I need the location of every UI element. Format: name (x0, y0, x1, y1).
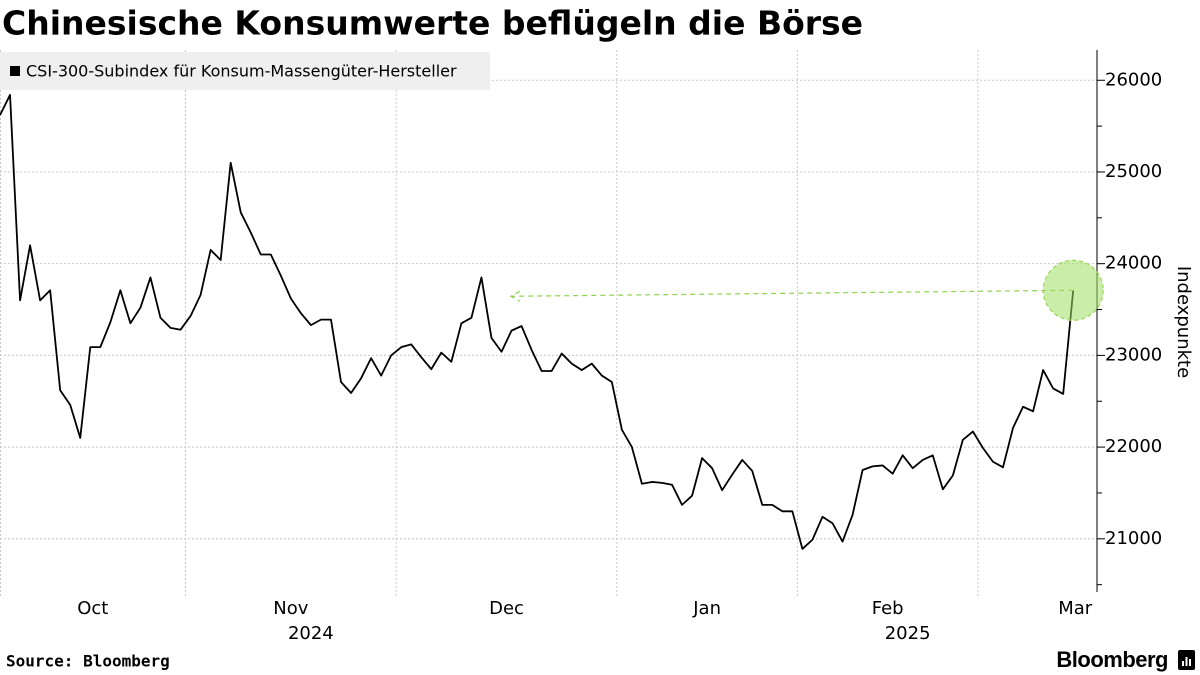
x-tick-label: Oct (77, 598, 108, 619)
x-tick-label: Nov (273, 598, 308, 619)
chart-title: Chinesische Konsumwerte beflügeln die Bö… (2, 4, 863, 43)
y-tick-label: 24000 (1105, 253, 1162, 274)
legend-box (0, 52, 490, 90)
x-tick-label: Mar (1058, 598, 1093, 619)
highlight-arrowhead (509, 290, 521, 302)
y-tick-label: 21000 (1105, 528, 1162, 549)
y-tick-label: 22000 (1105, 436, 1162, 457)
highlight-arrow (511, 289, 1074, 297)
brand: Bloomberg (1056, 647, 1168, 672)
legend-swatch (10, 66, 20, 76)
highlight-dot (1042, 259, 1104, 321)
y-tick-label: 25000 (1105, 161, 1162, 182)
source: Source: Bloomberg (6, 652, 170, 671)
x-tick-label: Jan (692, 598, 721, 619)
y-tick-label: 26000 (1105, 69, 1162, 90)
y-tick-label: 23000 (1105, 344, 1162, 365)
x-tick-label: Feb (872, 598, 904, 619)
brand-icon (1178, 650, 1195, 670)
x-year-label: 2025 (885, 623, 931, 644)
x-year-label: 2024 (288, 623, 334, 644)
y-axis-title: Indexpunkte (1173, 266, 1194, 378)
x-tick-label: Dec (489, 598, 524, 619)
legend-label: CSI-300-Subindex für Konsum-Massengüter-… (26, 62, 457, 81)
series-line (0, 94, 1075, 550)
